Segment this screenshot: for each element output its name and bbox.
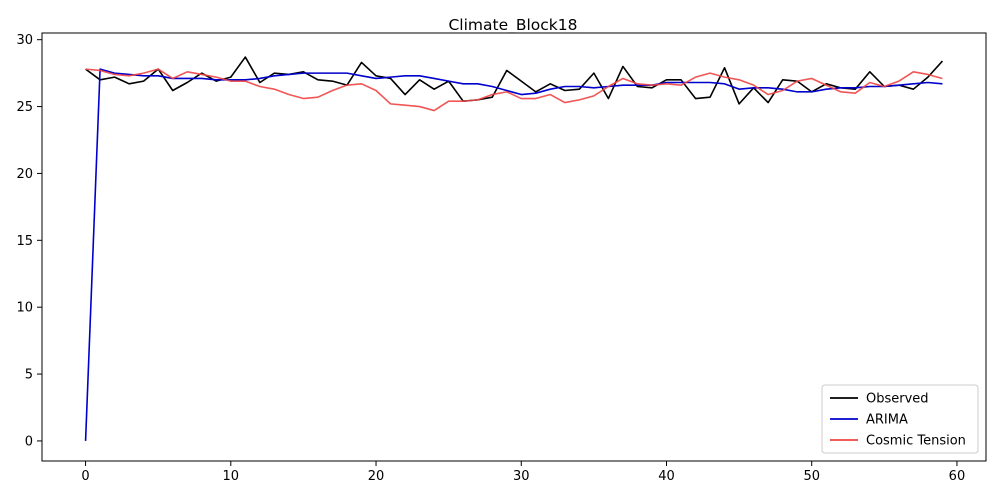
- x-tick-label: 20: [368, 469, 385, 484]
- y-tick-label: 30: [16, 33, 33, 48]
- chart-title: Climate_Block18: [448, 16, 577, 35]
- legend: Observed ARIMA Cosmic Tension: [821, 384, 979, 454]
- series-line-cosmic-tension: [85, 68, 943, 112]
- y-tick-label: 25: [16, 100, 33, 115]
- y-tick-label: 20: [16, 167, 33, 182]
- x-tick-label: 10: [223, 469, 240, 484]
- x-tick-label: 0: [81, 469, 89, 484]
- axes: 0 10 20 30 40 50 60 0 5 10 15 20 25 30: [16, 32, 987, 484]
- x-tick-label: 60: [949, 469, 966, 484]
- legend-label: Observed: [866, 392, 929, 407]
- y-tick-label: 15: [16, 234, 33, 249]
- series-line-arima: [84, 68, 943, 441]
- x-tick-label: 50: [803, 469, 820, 484]
- legend-label: ARIMA: [866, 413, 908, 428]
- plot-area: [84, 56, 944, 441]
- y-tick-label: 0: [25, 434, 33, 449]
- y-tick-label: 10: [16, 301, 33, 316]
- series-line-observed: [85, 56, 944, 105]
- legend-box: [821, 384, 979, 454]
- x-tick-label: 30: [513, 469, 530, 484]
- legend-label: Cosmic Tension: [866, 434, 966, 449]
- x-tick-label: 40: [658, 469, 675, 484]
- y-tick-label: 5: [25, 368, 33, 383]
- plot-frame: [41, 32, 987, 462]
